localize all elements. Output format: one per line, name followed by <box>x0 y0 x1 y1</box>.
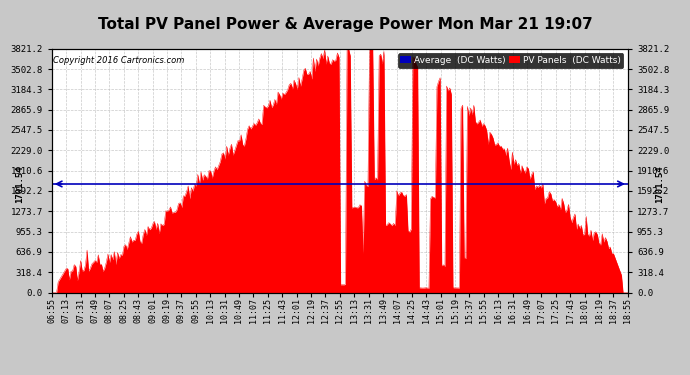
Text: 1701.54: 1701.54 <box>16 165 25 203</box>
Text: 1701.54: 1701.54 <box>655 165 664 203</box>
Legend: Average  (DC Watts), PV Panels  (DC Watts): Average (DC Watts), PV Panels (DC Watts) <box>397 53 623 68</box>
Text: Total PV Panel Power & Average Power Mon Mar 21 19:07: Total PV Panel Power & Average Power Mon… <box>97 17 593 32</box>
Text: Copyright 2016 Cartronics.com: Copyright 2016 Cartronics.com <box>53 56 184 65</box>
